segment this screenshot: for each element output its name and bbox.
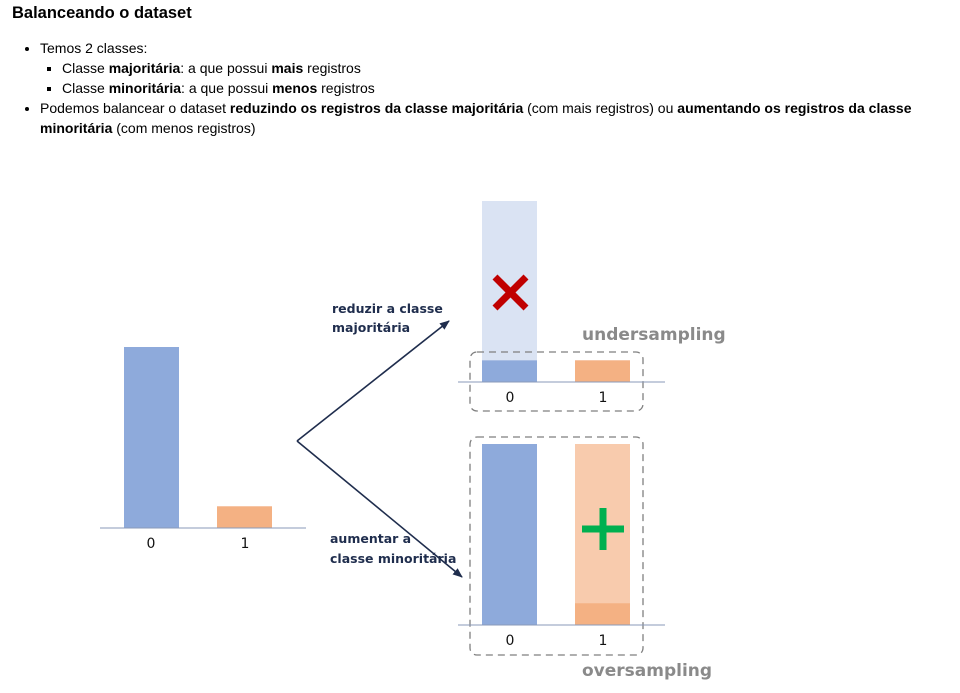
text: (com mais registros) ou <box>523 100 678 116</box>
original-bar-class-0 <box>124 347 179 528</box>
bold-text: majoritária <box>108 60 181 76</box>
text: (com menos registros) <box>112 120 256 136</box>
text: Podemos balancear o dataset <box>40 100 230 116</box>
text: : a que possui <box>180 60 272 76</box>
x-icon <box>492 274 529 311</box>
bullet-text: Temos 2 classes: <box>40 40 148 56</box>
undersampling-bar-class-0 <box>482 360 537 382</box>
bold-text: minoritária <box>108 80 182 96</box>
oversampling-tick-0: 0 <box>506 633 515 649</box>
text: registros <box>317 80 375 96</box>
bold-text: mais <box>271 60 304 76</box>
arrow-to-undersampling <box>296 320 450 442</box>
split-arrows: reduzir a classe majoritária aumentar a … <box>296 301 463 578</box>
plus-icon <box>582 508 624 550</box>
bullet-classes: Temos 2 classes: Classe majoritária: a q… <box>40 38 960 98</box>
undersampling-label: undersampling <box>582 325 726 345</box>
oversampling-bar-class-0 <box>482 444 537 625</box>
text: Classe <box>62 60 109 76</box>
bold-text: aumentando os registros da classe minori… <box>40 100 912 136</box>
arrow-top-label: reduzir a classe majoritária <box>332 301 447 335</box>
oversampling-tick-1: 1 <box>599 633 608 649</box>
original-tick-1: 1 <box>241 536 250 552</box>
original-tick-0: 0 <box>147 536 156 552</box>
original-bar-class-1 <box>217 506 272 528</box>
page-title: Balanceando o dataset <box>12 4 192 22</box>
text: : a que possui <box>181 80 273 96</box>
oversampling-chart: 0 1 oversampling <box>458 436 712 681</box>
bold-text: reduzindo os registros da classe majorit… <box>229 100 524 116</box>
original-chart: 0 1 <box>100 347 306 552</box>
oversampling-original-bar-class-1 <box>575 603 630 625</box>
text: registros <box>303 60 361 76</box>
undersampling-chart: 0 1 undersampling <box>458 201 726 412</box>
bullet-list: Temos 2 classes: Classe majoritária: a q… <box>20 38 960 138</box>
sub-bullet-minority: Classe minoritária: a que possui menos r… <box>62 78 960 98</box>
undersampling-tick-0: 0 <box>506 390 515 406</box>
text: Classe <box>62 80 109 96</box>
arrow-to-oversampling <box>296 440 463 578</box>
undersampling-removed-bar <box>482 201 537 361</box>
undersampling-bar-class-1 <box>575 360 630 382</box>
undersampling-tick-1: 1 <box>599 390 608 406</box>
bullet-balancing: Podemos balancear o dataset reduzindo os… <box>40 98 960 138</box>
sub-bullet-majority: Classe majoritária: a que possui mais re… <box>62 58 960 78</box>
bold-text: menos <box>272 80 318 96</box>
arrow-bottom-label: aumentar a classe minoritária <box>330 531 456 566</box>
oversampling-label: oversampling <box>582 661 712 681</box>
sub-bullet-list: Classe majoritária: a que possui mais re… <box>40 58 960 98</box>
